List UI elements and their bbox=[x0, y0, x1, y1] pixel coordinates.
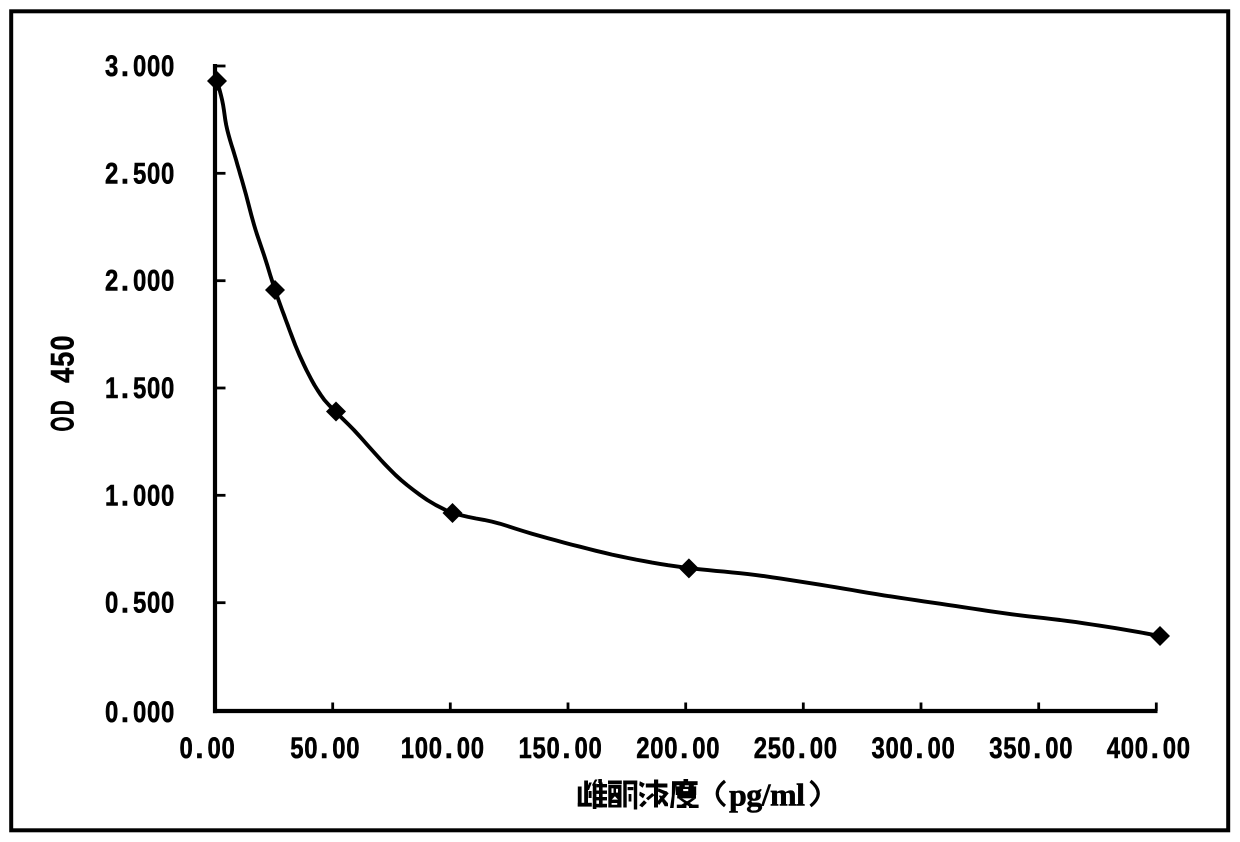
svg-text:5: 5 bbox=[44, 352, 80, 367]
svg-text:5: 5 bbox=[290, 732, 303, 765]
svg-text:5: 5 bbox=[768, 732, 781, 765]
svg-text:5: 5 bbox=[133, 587, 146, 620]
svg-text:.: . bbox=[121, 696, 129, 729]
svg-text:0: 0 bbox=[105, 587, 118, 620]
svg-text:.: . bbox=[121, 587, 129, 620]
svg-text:0: 0 bbox=[706, 732, 719, 765]
svg-text:.: . bbox=[121, 265, 129, 298]
svg-text:0: 0 bbox=[1177, 732, 1190, 765]
svg-text:0: 0 bbox=[346, 732, 359, 765]
svg-text:0: 0 bbox=[692, 732, 705, 765]
svg-text:1: 1 bbox=[105, 479, 118, 512]
svg-text:0: 0 bbox=[161, 372, 174, 405]
svg-text:0: 0 bbox=[664, 732, 677, 765]
svg-text:0: 0 bbox=[457, 732, 470, 765]
svg-text:pg/ml: pg/ml bbox=[729, 777, 805, 813]
svg-text:1: 1 bbox=[105, 372, 118, 405]
svg-text:.: . bbox=[562, 732, 570, 765]
svg-text:0: 0 bbox=[1045, 732, 1058, 765]
svg-text:5: 5 bbox=[133, 157, 146, 190]
svg-text:0: 0 bbox=[161, 157, 174, 190]
svg-text:1: 1 bbox=[401, 732, 414, 765]
svg-text:.: . bbox=[195, 732, 203, 765]
svg-text:4: 4 bbox=[44, 368, 80, 383]
svg-text:0: 0 bbox=[161, 265, 174, 298]
svg-text:0: 0 bbox=[147, 50, 160, 83]
svg-text:3: 3 bbox=[989, 732, 1002, 765]
svg-text:0: 0 bbox=[147, 157, 160, 190]
svg-text:3: 3 bbox=[872, 732, 885, 765]
svg-text:0: 0 bbox=[942, 732, 955, 765]
svg-text:0: 0 bbox=[133, 265, 146, 298]
svg-text:3: 3 bbox=[105, 50, 118, 83]
svg-text:0: 0 bbox=[133, 50, 146, 83]
svg-text:0: 0 bbox=[180, 732, 193, 765]
svg-text:0: 0 bbox=[208, 732, 221, 765]
svg-text:.: . bbox=[121, 50, 129, 83]
svg-text:.: . bbox=[1151, 732, 1159, 765]
svg-text:0: 0 bbox=[782, 732, 795, 765]
svg-text:0: 0 bbox=[105, 696, 118, 729]
svg-text:.: . bbox=[320, 732, 328, 765]
svg-text:5: 5 bbox=[133, 372, 146, 405]
svg-text:0: 0 bbox=[44, 336, 80, 351]
svg-text:0: 0 bbox=[589, 732, 602, 765]
svg-text:.: . bbox=[915, 732, 923, 765]
svg-text:0: 0 bbox=[161, 587, 174, 620]
svg-text:0: 0 bbox=[547, 732, 560, 765]
svg-text:.: . bbox=[121, 157, 129, 190]
svg-text:0: 0 bbox=[1163, 732, 1176, 765]
svg-text:0: 0 bbox=[1135, 732, 1148, 765]
svg-text:0: 0 bbox=[886, 732, 899, 765]
svg-text:.: . bbox=[121, 372, 129, 405]
svg-text:0: 0 bbox=[575, 732, 588, 765]
svg-text:0: 0 bbox=[161, 696, 174, 729]
svg-text:2: 2 bbox=[636, 732, 649, 765]
svg-text:0: 0 bbox=[471, 732, 484, 765]
svg-text:0: 0 bbox=[147, 265, 160, 298]
svg-text:2: 2 bbox=[754, 732, 767, 765]
svg-text:0: 0 bbox=[928, 732, 941, 765]
svg-text:2: 2 bbox=[105, 265, 118, 298]
svg-text:0: 0 bbox=[332, 732, 345, 765]
svg-text:5: 5 bbox=[533, 732, 546, 765]
svg-text:.: . bbox=[680, 732, 688, 765]
svg-text:0: 0 bbox=[429, 732, 442, 765]
svg-text:5: 5 bbox=[1003, 732, 1016, 765]
svg-text:.: . bbox=[445, 732, 453, 765]
svg-text:0: 0 bbox=[824, 732, 837, 765]
svg-text:O: O bbox=[44, 417, 80, 432]
svg-text:0: 0 bbox=[222, 732, 235, 765]
svg-text:0: 0 bbox=[133, 479, 146, 512]
svg-text:0: 0 bbox=[1017, 732, 1030, 765]
svg-text:.: . bbox=[121, 479, 129, 512]
svg-text:0: 0 bbox=[650, 732, 663, 765]
svg-text:0: 0 bbox=[133, 696, 146, 729]
svg-text:.: . bbox=[1033, 732, 1041, 765]
svg-text:0: 0 bbox=[1059, 732, 1072, 765]
svg-text:D: D bbox=[44, 400, 80, 415]
svg-text:0: 0 bbox=[161, 479, 174, 512]
svg-text:4: 4 bbox=[1107, 732, 1121, 765]
svg-text:2: 2 bbox=[105, 157, 118, 190]
svg-text:0: 0 bbox=[161, 50, 174, 83]
svg-text:0: 0 bbox=[147, 587, 160, 620]
svg-text:0: 0 bbox=[147, 479, 160, 512]
svg-text:.: . bbox=[798, 732, 806, 765]
svg-text:1: 1 bbox=[519, 732, 532, 765]
svg-text:0: 0 bbox=[304, 732, 317, 765]
svg-text:0: 0 bbox=[900, 732, 913, 765]
svg-text:0: 0 bbox=[147, 372, 160, 405]
svg-text:0: 0 bbox=[415, 732, 428, 765]
svg-text:0: 0 bbox=[147, 696, 160, 729]
svg-text:0: 0 bbox=[810, 732, 823, 765]
svg-text:0: 0 bbox=[1121, 732, 1134, 765]
